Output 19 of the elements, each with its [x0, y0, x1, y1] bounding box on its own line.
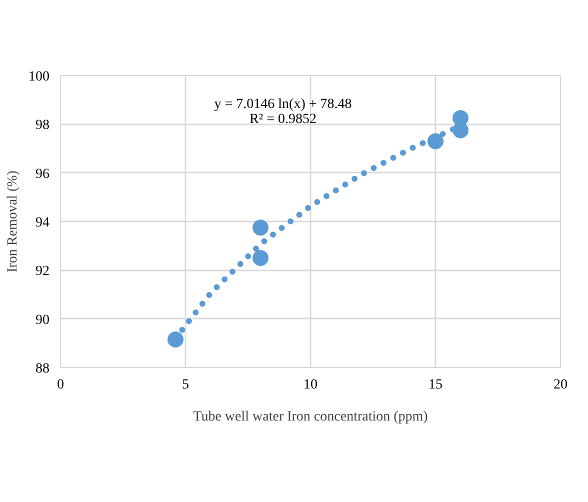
x-tick-label: 5 — [182, 378, 189, 392]
x-axis-title: Tube well water Iron concentration (ppm) — [193, 410, 428, 424]
x-tick-label: 20 — [554, 378, 568, 392]
x-tick-label: 15 — [428, 378, 442, 392]
point — [252, 220, 268, 236]
y-tick-label: 92 — [36, 264, 50, 280]
point — [452, 122, 468, 138]
y-tick-label: 88 — [36, 362, 50, 376]
point — [252, 250, 268, 266]
y-tick-label: 100 — [28, 70, 50, 84]
annotation: R² = 0.9852 — [250, 112, 316, 127]
annotation: y = 7.0146 ln(x) + 78.48 — [214, 97, 352, 112]
y-tick-label: 94 — [36, 216, 50, 230]
y-tick-label: 98 — [36, 118, 50, 134]
y-axis-title: Iron Removal (%) — [6, 170, 20, 272]
y-tick-label: 96 — [36, 166, 50, 182]
x-tick-label: 10 — [304, 378, 318, 392]
x-tick-label: 0 — [57, 378, 64, 392]
y-tick-label: 90 — [36, 312, 50, 328]
